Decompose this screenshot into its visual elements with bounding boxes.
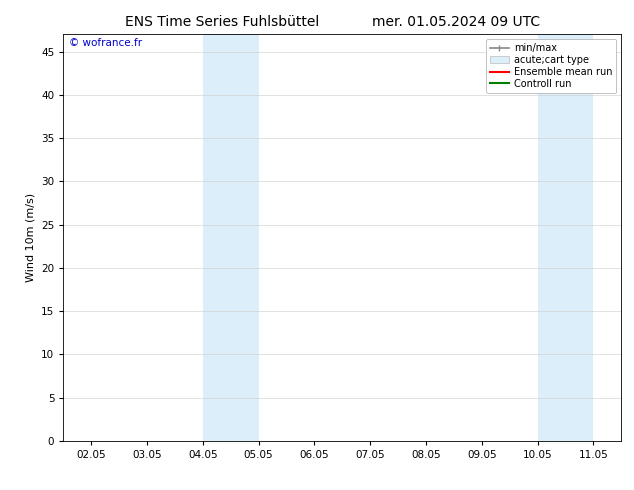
Legend: min/max, acute;cart type, Ensemble mean run, Controll run: min/max, acute;cart type, Ensemble mean … [486, 39, 616, 93]
Bar [203, 34, 231, 441]
Bar [538, 34, 566, 441]
Y-axis label: Wind 10m (m/s): Wind 10m (m/s) [25, 193, 36, 282]
Text: © wofrance.fr: © wofrance.fr [69, 38, 142, 49]
Text: mer. 01.05.2024 09 UTC: mer. 01.05.2024 09 UTC [372, 15, 541, 29]
Bar [566, 34, 593, 441]
Bar [231, 34, 259, 441]
Text: ENS Time Series Fuhlsbüttel: ENS Time Series Fuhlsbüttel [125, 15, 319, 29]
